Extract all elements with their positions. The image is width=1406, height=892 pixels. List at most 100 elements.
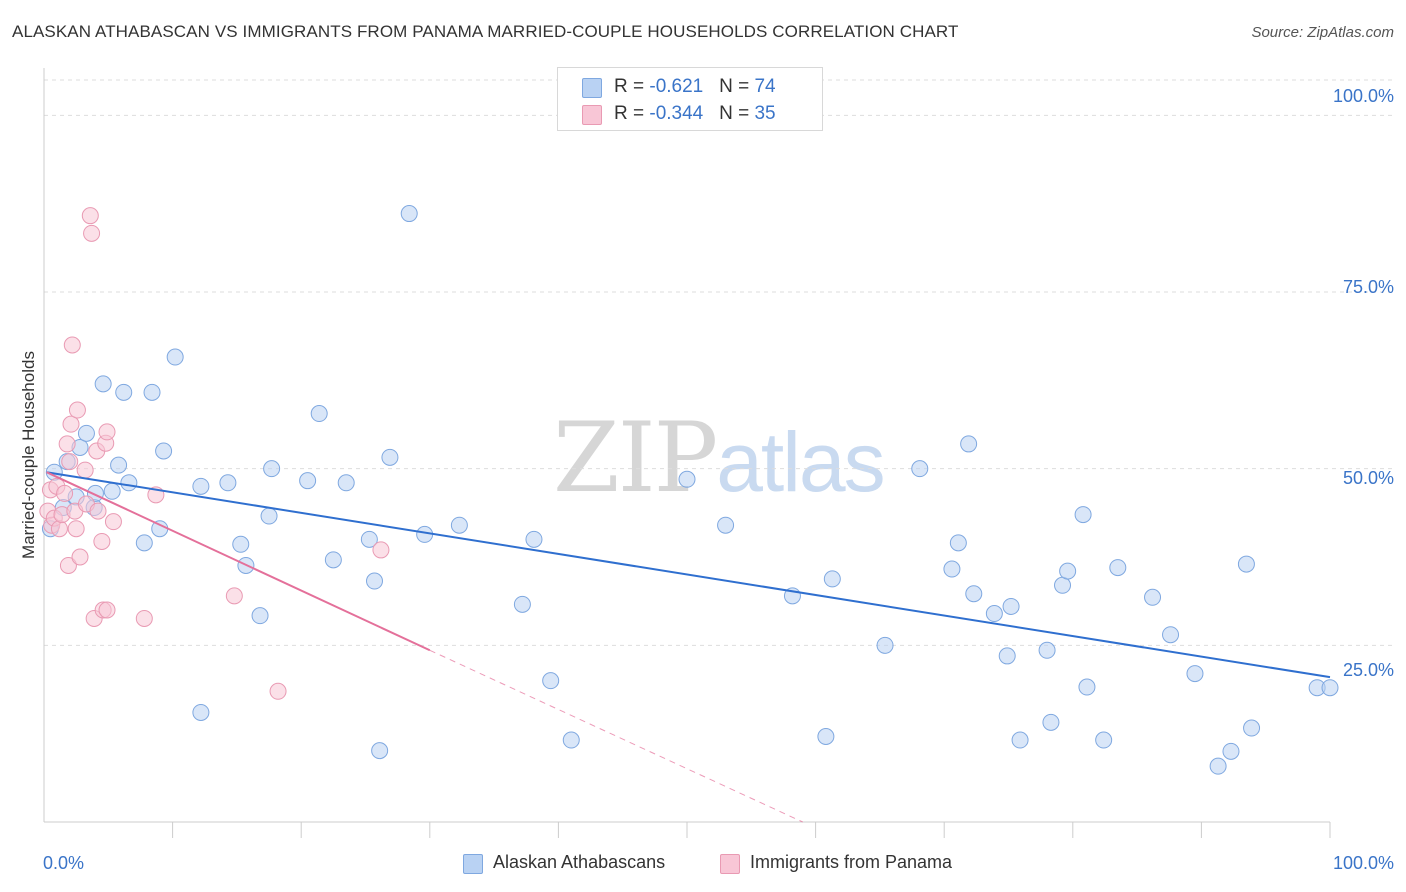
athabascan-point: [120, 474, 138, 492]
athabascan-point: [232, 535, 250, 553]
y-tick-75: 75.0%: [1342, 277, 1394, 297]
athabascan-point: [310, 405, 328, 423]
panama-point: [269, 682, 287, 700]
pink-swatch: [582, 105, 602, 125]
x-tick-0: 0.0%: [43, 853, 85, 873]
y-axis-label: Married-couple Households: [19, 351, 38, 559]
athabascan-point: [450, 516, 468, 534]
athabascan-point: [103, 482, 121, 500]
panama-point: [98, 423, 116, 441]
panama-point: [62, 415, 80, 433]
athabascan-point: [192, 477, 210, 495]
athabascan-point: [1222, 742, 1240, 760]
n-value: 35: [754, 103, 776, 124]
watermark-zip: ZIP: [553, 402, 718, 514]
panama-point: [135, 609, 153, 627]
athabascan-point: [1243, 719, 1261, 737]
athabascan-point: [324, 551, 342, 569]
athabascan-point: [1078, 678, 1096, 696]
athabascan-point: [371, 742, 389, 760]
legend-row-text: R = -0.344 N = 35: [614, 103, 776, 124]
panama-point: [50, 520, 68, 538]
athabascan-point: [1059, 562, 1077, 580]
athabascan-point: [360, 530, 378, 548]
panama-trend-extension: [429, 649, 803, 823]
legend-row-text: R = -0.621 N = 74: [614, 76, 776, 97]
panama-point: [104, 513, 122, 531]
athabascan-point: [263, 460, 281, 478]
athabascan-point: [542, 672, 560, 690]
athabascan-point: [960, 435, 978, 453]
panama-point: [61, 453, 79, 471]
athabascan-point: [1002, 597, 1020, 615]
athabascan-point: [299, 472, 317, 490]
athabascan-point: [1054, 576, 1072, 594]
athabascan-point: [985, 605, 1003, 623]
athabascan-point: [1186, 665, 1204, 683]
athabascan-point: [110, 456, 128, 474]
source-label: Source: ZipAtlas.com: [1251, 24, 1394, 41]
panama-point: [225, 587, 243, 605]
panama-point: [68, 401, 86, 419]
athabascan-point: [1144, 588, 1162, 606]
athabascan-point: [337, 474, 355, 492]
athabascan-point: [513, 595, 531, 613]
athabascan-point: [823, 570, 841, 588]
athabascan-point: [943, 560, 961, 578]
watermark-atlas: atlas: [716, 415, 885, 509]
panama-point: [58, 435, 76, 453]
x-tick-100: 100.0%: [1332, 853, 1394, 873]
athabascan-point: [155, 442, 173, 460]
athabascan-point: [998, 647, 1016, 665]
pink-swatch: [720, 854, 740, 874]
panama-point: [81, 207, 99, 225]
panama-point: [372, 541, 390, 559]
athabascan-point: [251, 607, 269, 625]
athabascan-point: [192, 703, 210, 721]
panama-point: [71, 548, 89, 566]
athabascan-point: [1321, 679, 1339, 697]
athabascan-point: [400, 205, 418, 223]
blue-swatch: [463, 854, 483, 874]
watermark: ZIPatlas: [553, 402, 886, 514]
panama-point: [76, 461, 94, 479]
athabascan-point: [1237, 555, 1255, 573]
panama-point: [59, 556, 77, 574]
panama-point: [63, 336, 81, 354]
n-value: 74: [754, 76, 776, 97]
panama-point: [98, 601, 116, 619]
athabascan-point: [94, 375, 112, 393]
y-tick-25: 25.0%: [1342, 660, 1394, 680]
athabascan-point: [717, 516, 735, 534]
athabascan-point: [166, 348, 184, 366]
athabascan-point: [260, 507, 278, 525]
athabascan-point: [366, 572, 384, 590]
chart-title: ALASKAN ATHABASCAN VS IMMIGRANTS FROM PA…: [12, 22, 959, 41]
y-tick-50: 50.0%: [1342, 468, 1394, 488]
athabascan-point: [1162, 626, 1180, 644]
athabascan-point: [1074, 506, 1092, 524]
legend-label: Immigrants from Panama: [750, 852, 953, 872]
blue-swatch: [582, 78, 602, 98]
y-tick-100: 100.0%: [1332, 86, 1394, 106]
athabascan-point: [115, 383, 133, 401]
correlation-legend: R = -0.621 N = 74 R = -0.344 N = 35: [557, 67, 823, 131]
athabascan-point: [77, 424, 95, 442]
athabascan-point: [1042, 713, 1060, 731]
legend-label: Alaskan Athabascans: [493, 852, 666, 872]
athabascan-point: [949, 534, 967, 552]
athabascan-point: [219, 474, 237, 492]
athabascan-point: [1038, 641, 1056, 659]
athabascan-point: [1209, 757, 1227, 775]
panama-point: [67, 520, 85, 538]
athabascan-point: [135, 534, 153, 552]
athabascan-point: [562, 731, 580, 749]
athabascan-point: [876, 636, 894, 654]
panama-point: [83, 224, 101, 242]
panama-trend-line: [46, 471, 431, 652]
athabascan-point: [1095, 731, 1113, 749]
athabascan-point: [1011, 731, 1029, 749]
panama-point: [56, 484, 74, 502]
athabascan-point: [381, 448, 399, 466]
athabascan-point: [1109, 559, 1127, 577]
